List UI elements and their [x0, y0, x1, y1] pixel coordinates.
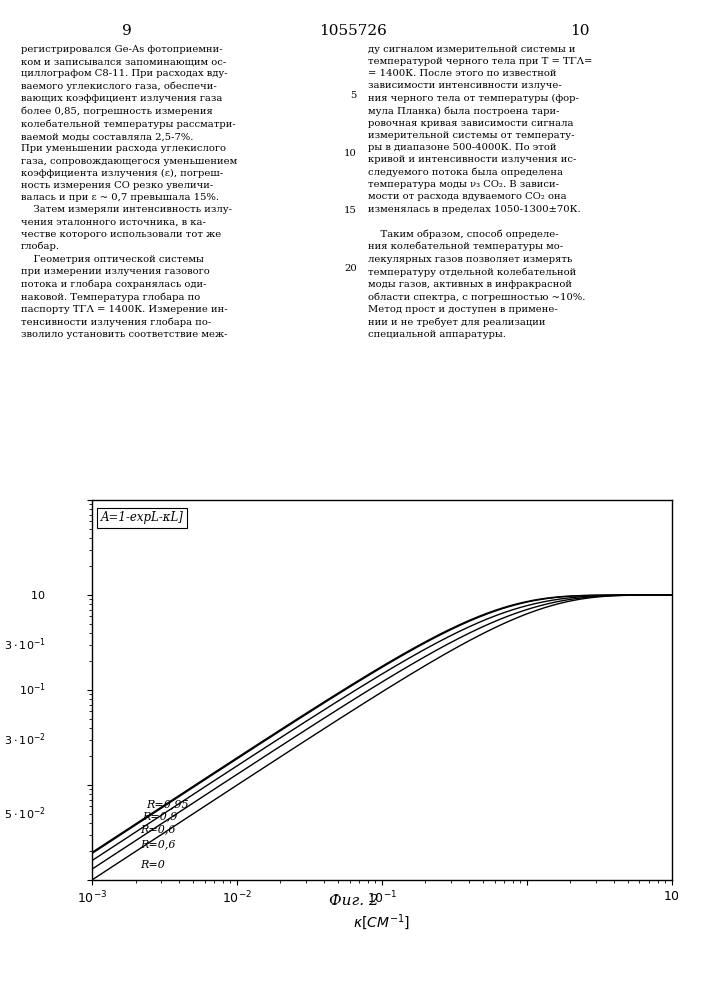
Text: R=0: R=0 — [140, 860, 165, 870]
Text: $5 \cdot 10^{-2}$: $5 \cdot 10^{-2}$ — [4, 805, 45, 822]
Text: 20: 20 — [344, 264, 357, 273]
Text: $3 \cdot 10^{-1}$: $3 \cdot 10^{-1}$ — [4, 636, 45, 653]
Text: $3 \cdot 10^{-2}$: $3 \cdot 10^{-2}$ — [4, 731, 45, 748]
X-axis label: $\kappa[CM^{-1}]$: $\kappa[CM^{-1}]$ — [354, 912, 410, 932]
Text: регистрировался Ge-As фотоприемни-
ком и записывался запоминающим ос-
циллографо: регистрировался Ge-As фотоприемни- ком и… — [21, 45, 238, 339]
Text: 10: 10 — [344, 149, 357, 158]
Text: R=0,6: R=0,6 — [140, 839, 175, 849]
Text: A=1-expL-κL]: A=1-expL-κL] — [100, 511, 184, 524]
Text: 15: 15 — [344, 206, 357, 215]
Text: 5: 5 — [351, 91, 357, 100]
Text: 9: 9 — [122, 24, 132, 38]
Text: 10: 10 — [570, 24, 590, 38]
Text: $10^{-1}$: $10^{-1}$ — [18, 682, 45, 698]
Text: 1055726: 1055726 — [320, 24, 387, 38]
Text: Фиг. 2: Фиг. 2 — [329, 894, 378, 908]
Text: R=0,6: R=0,6 — [140, 824, 175, 834]
Text: $10$: $10$ — [30, 589, 45, 601]
Text: ду сигналом измерительной системы и
температурой черного тела при T = TΓΛ=
= 140: ду сигналом измерительной системы и темп… — [368, 45, 592, 339]
Text: R=0,95: R=0,95 — [146, 799, 189, 809]
Text: R=0,9: R=0,9 — [143, 811, 178, 821]
